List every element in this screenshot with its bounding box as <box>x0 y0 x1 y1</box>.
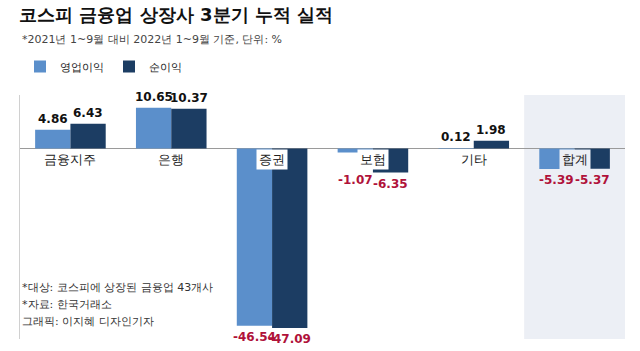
svg-text:기타: 기타 <box>461 152 487 167</box>
svg-text:보험: 보험 <box>360 152 386 167</box>
svg-text:1.98: 1.98 <box>476 123 506 137</box>
svg-text:10.65: 10.65 <box>135 90 173 104</box>
svg-text:순이익: 순이익 <box>149 61 182 74</box>
svg-text:*대상: 코스피에 상장된 금융업 43개사: *대상: 코스피에 상장된 금융업 43개사 <box>22 281 213 294</box>
svg-text:*2021년 1~9월 대비 2022년 1~9월 기준,: *2021년 1~9월 대비 2022년 1~9월 기준, 단위: % <box>22 33 282 46</box>
svg-text:6.43: 6.43 <box>73 106 103 120</box>
svg-text:10.37: 10.37 <box>170 91 208 105</box>
svg-text:-1.07: -1.07 <box>338 173 373 187</box>
svg-text:4.86: 4.86 <box>38 112 68 126</box>
svg-text:그래픽: 이지혜 디자인기자: 그래픽: 이지혜 디자인기자 <box>22 315 154 328</box>
svg-text:합계: 합계 <box>562 152 588 167</box>
svg-text:*자료: 한국거래소: *자료: 한국거래소 <box>22 298 112 311</box>
svg-text:코스피 금융업 상장사 3분기 누적 실적: 코스피 금융업 상장사 3분기 누적 실적 <box>19 4 333 25</box>
svg-text:-6.35: -6.35 <box>373 177 408 191</box>
svg-text:0.12: 0.12 <box>441 130 471 144</box>
svg-text:영업이익: 영업이익 <box>60 61 104 74</box>
svg-text:금융지주: 금융지주 <box>44 152 96 167</box>
svg-text:증권: 증권 <box>259 152 285 167</box>
svg-text:-47.09: -47.09 <box>268 332 311 346</box>
svg-text:-46.54: -46.54 <box>233 330 276 344</box>
svg-text:은행: 은행 <box>158 152 184 167</box>
svg-text:-5.37: -5.37 <box>575 173 610 187</box>
svg-text:-5.39: -5.39 <box>539 173 574 187</box>
